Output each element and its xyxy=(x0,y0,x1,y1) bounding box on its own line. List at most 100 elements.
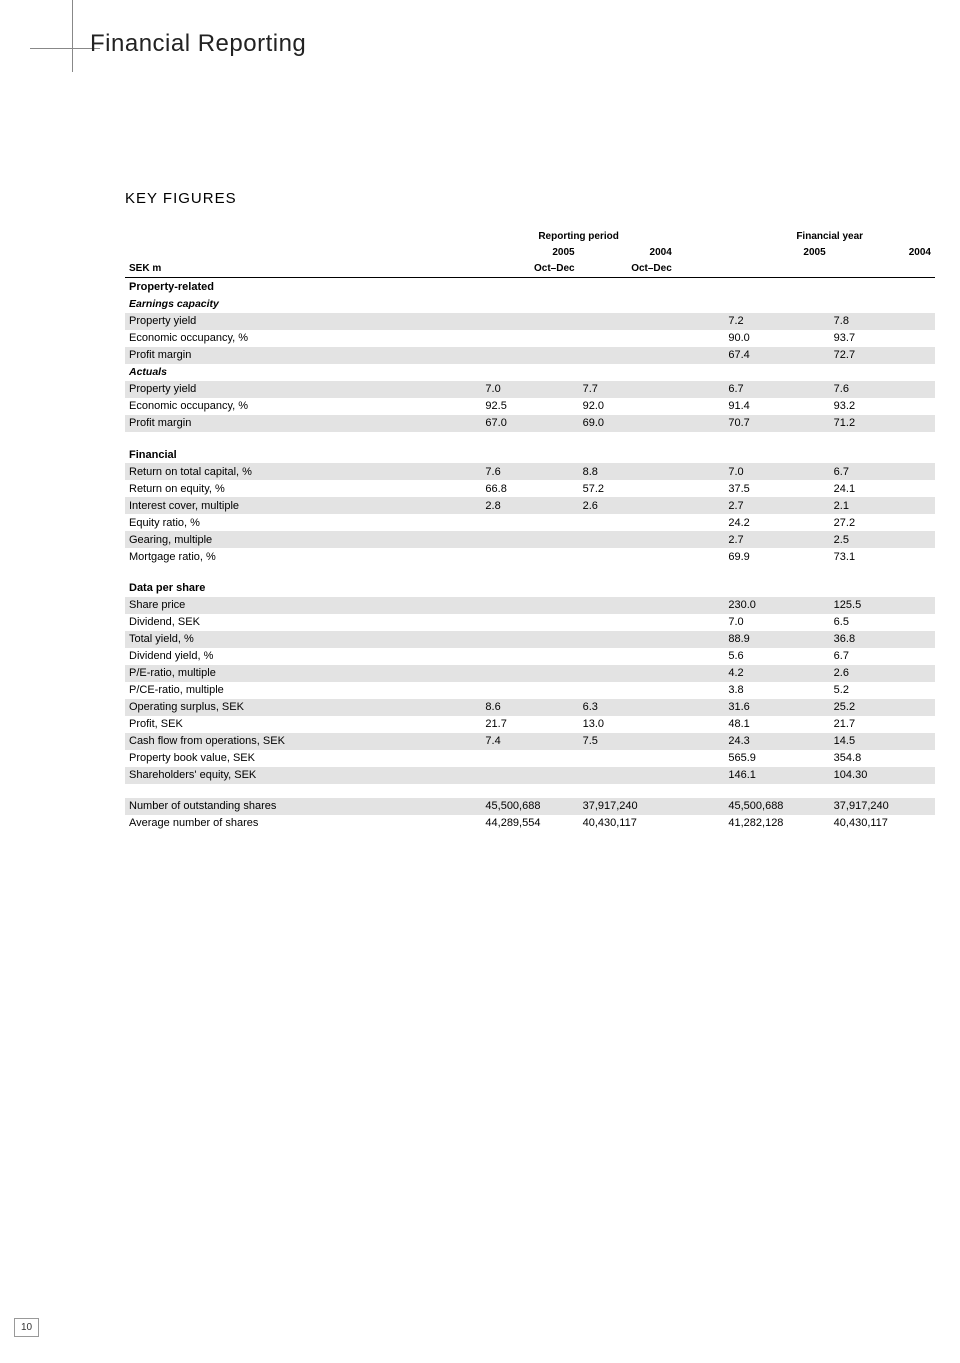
cell: 7.0 xyxy=(724,614,829,631)
header-year: 2005 xyxy=(724,245,829,261)
cell xyxy=(481,531,578,548)
cell: 230.0 xyxy=(724,597,829,614)
cell: 92.5 xyxy=(481,398,578,415)
row-label: Economic occupancy, % xyxy=(125,398,481,415)
row-label: Average number of shares xyxy=(125,815,481,832)
cell: 69.0 xyxy=(579,415,676,432)
cell: 40,430,117 xyxy=(579,815,676,832)
cell xyxy=(579,330,676,347)
cell: 2.1 xyxy=(830,497,935,514)
table-row: Profit margin67.472.7 xyxy=(125,347,935,364)
cell xyxy=(579,665,676,682)
cell: 67.0 xyxy=(481,415,578,432)
cell: 40,430,117 xyxy=(830,815,935,832)
cell: 45,500,688 xyxy=(481,798,578,815)
cell: 24.1 xyxy=(830,480,935,497)
key-figures-table: Reporting period Financial year 2005 200… xyxy=(125,229,935,832)
cell: 93.2 xyxy=(830,398,935,415)
cell: 21.7 xyxy=(830,716,935,733)
table-row: Number of outstanding shares45,500,68837… xyxy=(125,798,935,815)
cell: 4.2 xyxy=(724,665,829,682)
cell: 354.8 xyxy=(830,750,935,767)
cell: 91.4 xyxy=(724,398,829,415)
table-row: Return on equity, %66.857.237.524.1 xyxy=(125,480,935,497)
row-label: Dividend, SEK xyxy=(125,614,481,631)
row-label: Economic occupancy, % xyxy=(125,330,481,347)
cell: 90.0 xyxy=(724,330,829,347)
cell: 2.7 xyxy=(724,531,829,548)
header-rule-vertical xyxy=(72,0,73,72)
cell: 7.0 xyxy=(724,463,829,480)
row-label: Profit margin xyxy=(125,415,481,432)
cell: 66.8 xyxy=(481,480,578,497)
section-subheader-row: Earnings capacity xyxy=(125,296,935,313)
cell: 7.5 xyxy=(579,733,676,750)
cell xyxy=(481,313,578,330)
spacer-row xyxy=(125,784,935,798)
cell: 7.6 xyxy=(481,463,578,480)
cell xyxy=(579,750,676,767)
cell xyxy=(481,614,578,631)
header-year: 2004 xyxy=(830,245,935,261)
cell xyxy=(481,631,578,648)
row-label: Profit, SEK xyxy=(125,716,481,733)
cell xyxy=(579,597,676,614)
cell: 5.6 xyxy=(724,648,829,665)
header-reporting-period: Reporting period xyxy=(481,229,675,245)
cell: 45,500,688 xyxy=(724,798,829,815)
cell: 565.9 xyxy=(724,750,829,767)
subsection-actuals: Actuals xyxy=(125,364,935,381)
table-row: Dividend, SEK7.06.5 xyxy=(125,614,935,631)
cell xyxy=(481,648,578,665)
content-area: KEY FIGURES Reporting period Financial y… xyxy=(125,190,935,832)
cell: 125.5 xyxy=(830,597,935,614)
table-row: Return on total capital, %7.68.87.06.7 xyxy=(125,463,935,480)
cell: 21.7 xyxy=(481,716,578,733)
row-label: Mortgage ratio, % xyxy=(125,548,481,565)
table-row: Interest cover, multiple2.82.62.72.1 xyxy=(125,497,935,514)
table-row: Total yield, %88.936.8 xyxy=(125,631,935,648)
cell: 6.3 xyxy=(579,699,676,716)
cell: 146.1 xyxy=(724,767,829,784)
cell xyxy=(579,648,676,665)
cell: 44,289,554 xyxy=(481,815,578,832)
cell: 2.6 xyxy=(830,665,935,682)
cell: 69.9 xyxy=(724,548,829,565)
cell xyxy=(579,313,676,330)
section-header-row: Financial xyxy=(125,446,935,464)
cell: 67.4 xyxy=(724,347,829,364)
cell: 88.9 xyxy=(724,631,829,648)
cell xyxy=(579,682,676,699)
cell xyxy=(481,750,578,767)
table-header-years: 2005 2004 2005 2004 xyxy=(125,245,935,261)
cell xyxy=(579,514,676,531)
row-label: P/CE-ratio, multiple xyxy=(125,682,481,699)
header-year: 2005 xyxy=(481,245,578,261)
table-row: Profit margin67.069.070.771.2 xyxy=(125,415,935,432)
row-label: Cash flow from operations, SEK xyxy=(125,733,481,750)
table-row: Average number of shares44,289,55440,430… xyxy=(125,815,935,832)
cell xyxy=(579,614,676,631)
cell: 7.0 xyxy=(481,381,578,398)
row-label: Return on total capital, % xyxy=(125,463,481,480)
table-row: Property yield7.27.8 xyxy=(125,313,935,330)
table-row: Economic occupancy, %90.093.7 xyxy=(125,330,935,347)
table-row: Property book value, SEK565.9354.8 xyxy=(125,750,935,767)
table-row: Shareholders' equity, SEK146.1104.30 xyxy=(125,767,935,784)
row-label: Property yield xyxy=(125,381,481,398)
cell xyxy=(579,631,676,648)
header-sek: SEK m xyxy=(125,261,481,278)
table-row: Economic occupancy, %92.592.091.493.2 xyxy=(125,398,935,415)
spacer-row xyxy=(125,565,935,579)
section-header-row: Data per share xyxy=(125,579,935,597)
row-label: Shareholders' equity, SEK xyxy=(125,767,481,784)
table-row: Gearing, multiple2.72.5 xyxy=(125,531,935,548)
cell: 6.7 xyxy=(830,463,935,480)
row-label: Interest cover, multiple xyxy=(125,497,481,514)
header-period: Oct–Dec xyxy=(579,261,676,278)
section-subheader-row: Actuals xyxy=(125,364,935,381)
cell: 5.2 xyxy=(830,682,935,699)
section-title: KEY FIGURES xyxy=(125,190,935,207)
header-year: 2004 xyxy=(579,245,676,261)
cell: 2.6 xyxy=(579,497,676,514)
